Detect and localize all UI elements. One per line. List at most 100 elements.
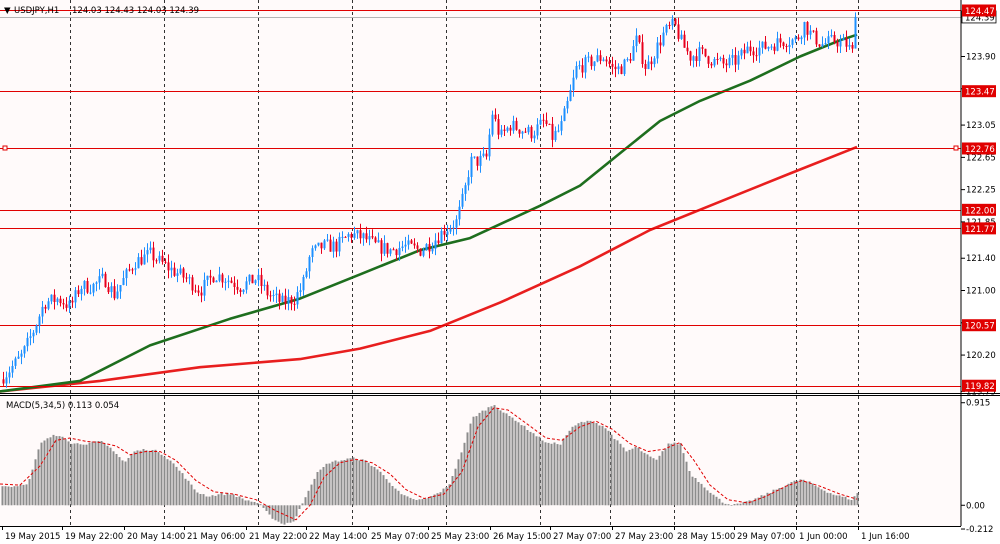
macd-histogram-bar (457, 459, 460, 506)
macd-histogram-bar (511, 417, 514, 506)
price-level-tag[interactable] (962, 4, 996, 17)
macd-histogram-bar (541, 440, 544, 506)
candle-body (458, 206, 461, 220)
candle-body (209, 275, 212, 278)
candle-body (752, 51, 755, 56)
candle-body (71, 300, 74, 303)
macd-histogram-bar (532, 433, 535, 506)
candle-body (848, 45, 851, 47)
candle-body (806, 22, 809, 35)
candle-body (131, 269, 134, 271)
macd-histogram-bar (271, 505, 274, 519)
macd-histogram-bar (40, 442, 43, 506)
macd-histogram-bar (43, 440, 46, 506)
macd-histogram-bar (484, 410, 487, 506)
candle-body (425, 244, 428, 251)
macd-histogram-bar (619, 443, 622, 506)
macd-histogram-bar (160, 454, 163, 506)
candle-body (509, 127, 512, 131)
candle-body (311, 248, 314, 257)
macd-histogram-bar (379, 471, 382, 506)
candle-body (2, 379, 5, 384)
candle-body (62, 303, 65, 305)
candle-body (197, 290, 200, 293)
chart-menu-marker-icon[interactable]: ▼ (4, 6, 11, 16)
candle-body (374, 237, 377, 243)
macd-histogram-bar (301, 503, 304, 506)
price-level-tag[interactable] (962, 85, 996, 98)
macd-histogram-bar (529, 431, 532, 506)
candle-body (740, 49, 743, 56)
candle-body (473, 156, 476, 158)
macd-histogram-bar (100, 441, 103, 506)
candle-body (11, 366, 14, 373)
macd-histogram-bar (616, 440, 619, 506)
candle-body (584, 57, 587, 73)
macd-histogram-bar (10, 487, 13, 506)
candle-body (143, 254, 146, 265)
candle-body (47, 301, 50, 309)
candle-body (827, 36, 830, 44)
macd-histogram-bar (469, 423, 472, 506)
macd-histogram-bar (655, 459, 658, 506)
candle-body (296, 292, 299, 305)
candle-body (251, 274, 254, 284)
macd-title: MACD(5,34,5) 0.113 0.054 (6, 401, 119, 411)
candle-body (452, 227, 455, 229)
macd-histogram-bar (310, 484, 313, 506)
macd-histogram-bar (694, 478, 697, 506)
candle-body (107, 287, 110, 293)
macd-histogram-bar (523, 425, 526, 506)
candle-body (347, 234, 350, 237)
macd-histogram-bar (268, 505, 271, 515)
price-level-tag[interactable] (962, 319, 996, 332)
candle-body (569, 90, 572, 101)
macd-histogram-bar (373, 467, 376, 506)
candle-body (404, 244, 407, 247)
macd-histogram-bar (691, 476, 694, 506)
macd-histogram-bar (73, 443, 76, 506)
price-level-tag[interactable] (962, 379, 996, 392)
macd-histogram-bar (505, 413, 508, 506)
candle-body (293, 303, 296, 305)
macd-histogram-bar (415, 500, 418, 506)
macd-histogram-bar (622, 447, 625, 506)
level-handle-icon[interactable] (2, 145, 8, 151)
macd-histogram-bar (121, 460, 124, 506)
macd-histogram-bar (4, 486, 7, 506)
macd-histogram-bar (631, 448, 634, 506)
macd-histogram-bar (199, 494, 202, 506)
macd-histogram-bar (169, 460, 172, 506)
candle-body (620, 66, 623, 74)
price-level-tag[interactable] (962, 222, 996, 235)
candle-body (710, 63, 713, 66)
time-axis-label: 25 May 07:00 (371, 532, 429, 542)
macd-histogram-bar (7, 486, 10, 506)
macd-histogram-bar (418, 499, 421, 506)
macd-histogram-bar (154, 449, 157, 506)
candle-body (530, 126, 533, 139)
level-handle-icon[interactable] (953, 145, 959, 151)
macd-histogram-bar (247, 500, 250, 506)
macd-histogram-bar (388, 482, 391, 506)
price-level-tag[interactable] (962, 203, 996, 216)
macd-histogram-bar (697, 482, 700, 506)
price-level-tag-label: 122.00 (965, 206, 995, 216)
macd-histogram-bar (19, 484, 22, 506)
candle-body (263, 284, 266, 287)
macd-histogram-bar (235, 497, 238, 506)
price-level-tag[interactable] (962, 142, 996, 155)
candle-body (461, 193, 464, 207)
candle-body (170, 267, 173, 271)
candle-body (542, 119, 545, 121)
candle-body (356, 230, 359, 234)
macd-histogram-bar (424, 498, 427, 506)
candle-body (449, 228, 452, 232)
candle-body (140, 257, 143, 265)
candle-body (413, 243, 416, 246)
candle-body (395, 249, 398, 256)
macd-histogram-bar (109, 447, 112, 506)
time-axis-label: 27 May 23:00 (615, 532, 673, 542)
macd-histogram-bar (601, 425, 604, 506)
macd-histogram-bar (766, 492, 769, 506)
